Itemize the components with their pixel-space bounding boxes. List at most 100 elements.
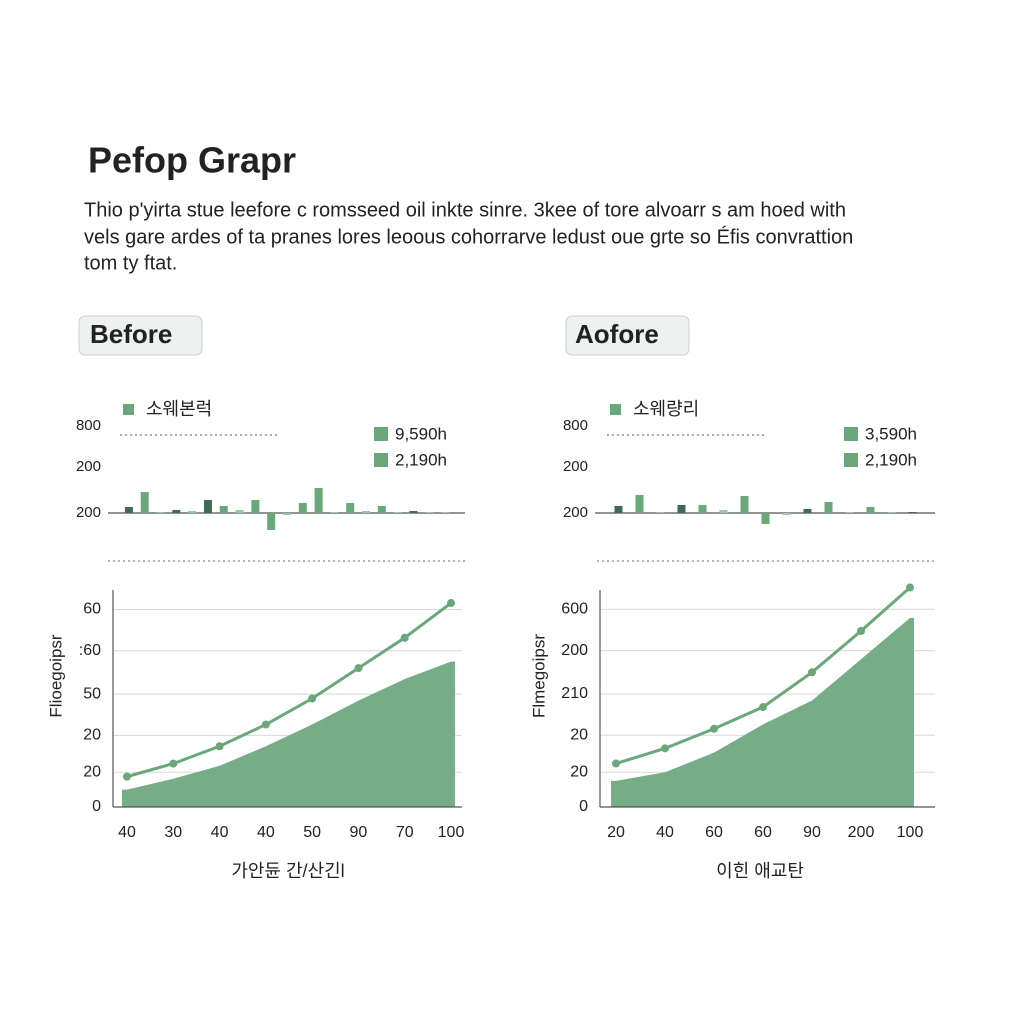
y-tick-label: 600 [561, 601, 588, 618]
x-axis-title: 가안듄 간/산긴l [231, 861, 344, 881]
point [612, 759, 620, 768]
bar [677, 505, 686, 513]
x-tick-label: 40 [118, 824, 136, 841]
legend-swatch [610, 404, 621, 415]
y-tick-label: 20 [83, 763, 101, 780]
y-tick-label: 60 [83, 601, 101, 618]
bar [635, 495, 644, 513]
bar [614, 506, 623, 513]
y-tick-label: 0 [579, 798, 588, 815]
point [906, 583, 914, 592]
bar [251, 500, 260, 513]
bar [314, 488, 323, 513]
annotation-swatch [374, 427, 388, 441]
x-tick-label: 30 [164, 824, 182, 841]
y-axis-title: Flioegoipsr [46, 634, 65, 717]
y-axis-title: Flmegoipsr [529, 634, 548, 718]
x-axis-title: 이힌 애교탄 [716, 861, 804, 881]
bar [824, 502, 833, 513]
line [126, 601, 452, 779]
point [215, 742, 224, 751]
bar [203, 500, 212, 513]
annotation: 9,590h [395, 424, 447, 443]
bar [330, 512, 339, 513]
bar [235, 510, 244, 513]
bar [782, 513, 791, 515]
panel-label: Aofore [575, 319, 659, 349]
x-tick-label: 40 [257, 824, 275, 841]
bar [761, 513, 770, 524]
bar [283, 513, 291, 515]
bar [393, 512, 402, 513]
panel-label-box [565, 315, 690, 356]
point [710, 724, 718, 733]
bar [656, 512, 665, 513]
y-tick-label: 200 [76, 504, 101, 521]
annotation-swatch [844, 453, 858, 467]
y-tick-label: 200 [561, 642, 588, 659]
x-tick-label: 90 [803, 824, 821, 841]
area [611, 617, 914, 807]
legend-label: 소웨량리 [633, 399, 699, 419]
point [808, 668, 816, 677]
annotation: 2,190h [865, 450, 917, 469]
description-line: tom ty ftat. [84, 252, 177, 274]
y-tick-label: :60 [79, 642, 101, 659]
y-tick-label: 20 [570, 727, 588, 744]
annotation-swatch [374, 453, 388, 467]
bar [425, 512, 434, 513]
x-tick-label: 70 [396, 824, 414, 841]
bar [346, 503, 355, 513]
description-line: vels gare ardes of ta pranes lores leoou… [84, 225, 853, 248]
bar [172, 510, 181, 513]
panel-label-box [78, 315, 203, 356]
bar [188, 511, 197, 513]
bar [887, 512, 896, 513]
x-tick-label: 60 [754, 824, 772, 841]
bar [409, 511, 418, 513]
bar [845, 512, 854, 513]
x-tick-label: 20 [607, 824, 625, 841]
bar [441, 512, 450, 513]
bar [124, 507, 133, 513]
y-tick-label: 200 [76, 458, 101, 475]
x-tick-label: 40 [656, 824, 674, 841]
y-tick-label: 20 [83, 727, 101, 744]
bar [140, 492, 149, 513]
point [759, 703, 767, 712]
point [169, 759, 178, 768]
bar [866, 507, 875, 513]
x-tick-label: 40 [211, 824, 229, 841]
bar [298, 503, 307, 513]
bar [719, 510, 728, 513]
x-tick-label: 200 [848, 824, 875, 841]
annotation: 3,590h [865, 424, 917, 443]
y-tick-label: 800 [76, 417, 101, 434]
point [308, 694, 317, 703]
point [857, 627, 865, 636]
x-tick-label: 50 [303, 824, 321, 841]
y-tick-label: 210 [561, 685, 588, 702]
bar [156, 512, 165, 513]
legend-swatch [123, 404, 134, 415]
legend-label: 소웨본럭 [146, 399, 212, 419]
bar [267, 513, 276, 530]
bar [377, 506, 386, 513]
bar [908, 512, 917, 513]
bar [698, 505, 707, 513]
bar [219, 506, 228, 513]
y-tick-label: 200 [563, 458, 588, 475]
annotation-swatch [844, 427, 858, 441]
point [354, 664, 363, 673]
point [123, 772, 131, 781]
x-tick-label: 100 [438, 824, 465, 841]
y-tick-label: 50 [83, 685, 101, 702]
y-tick-label: 0 [92, 798, 101, 815]
point [261, 720, 270, 729]
x-tick-label: 60 [705, 824, 723, 841]
bar [803, 509, 812, 513]
panel-label: Before [90, 319, 172, 349]
description-line: Thio p'yirta stue leefore c romsseed oil… [84, 199, 846, 221]
